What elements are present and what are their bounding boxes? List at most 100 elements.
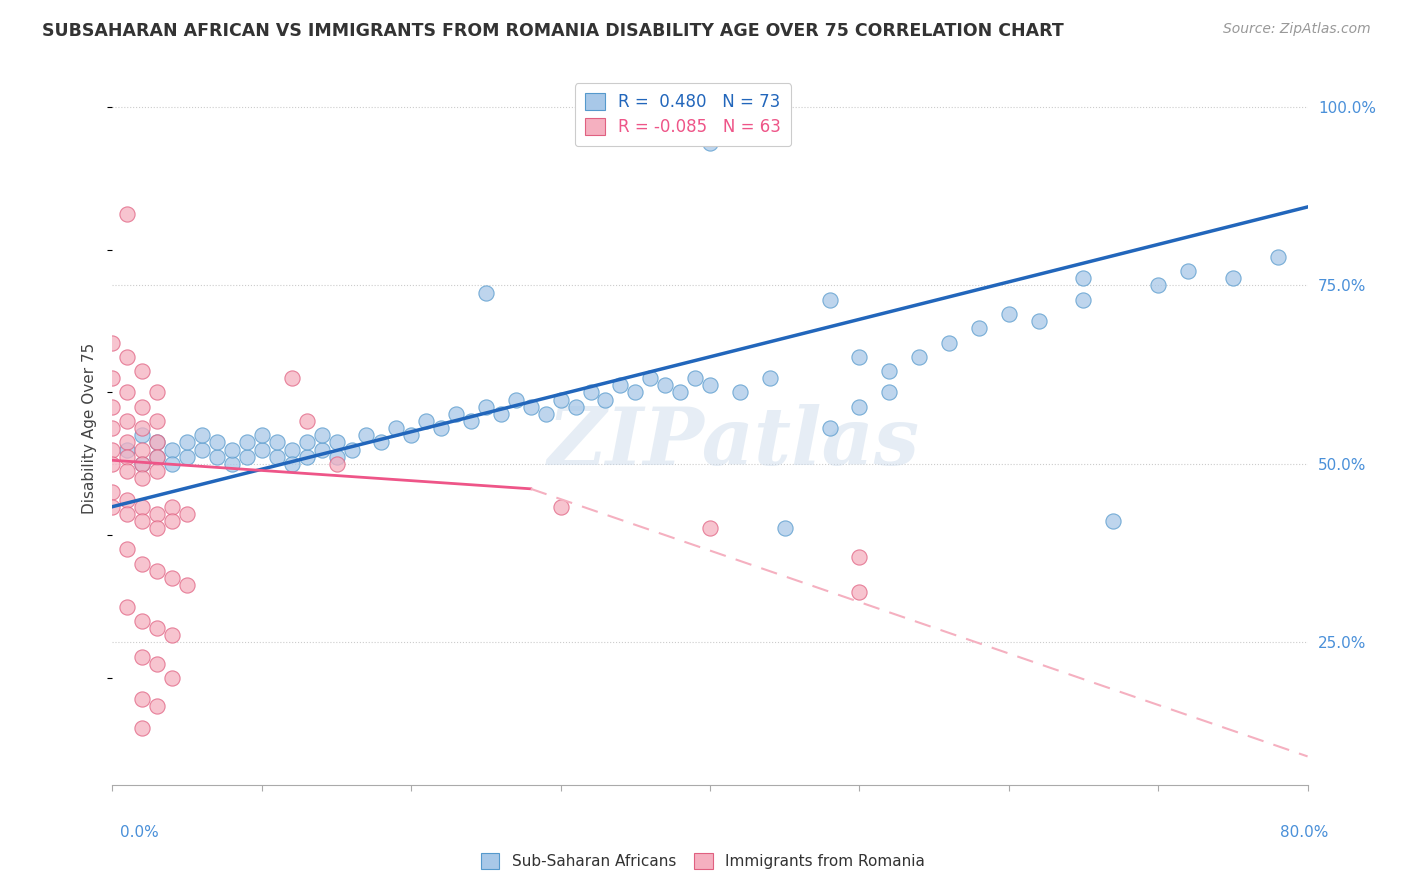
Point [101, 335, 124, 350]
Point [117, 464, 139, 478]
Point [430, 421, 453, 435]
Point [176, 450, 198, 464]
Point [624, 385, 647, 400]
Point [908, 350, 931, 364]
Point [579, 385, 602, 400]
Point [131, 649, 153, 664]
Point [221, 442, 243, 457]
Point [117, 599, 139, 614]
Point [1147, 278, 1170, 293]
Point [250, 428, 273, 442]
Point [281, 457, 304, 471]
Point [131, 364, 153, 378]
Point [415, 414, 437, 428]
Point [205, 435, 228, 450]
Point [699, 378, 721, 392]
Point [131, 442, 153, 457]
Point [489, 407, 512, 421]
Point [117, 435, 139, 450]
Point [162, 671, 183, 685]
Point [131, 421, 153, 435]
Point [773, 521, 796, 535]
Point [131, 471, 153, 485]
Point [356, 428, 378, 442]
Point [669, 385, 692, 400]
Point [475, 400, 498, 414]
Point [848, 400, 870, 414]
Point [176, 435, 198, 450]
Point [131, 428, 153, 442]
Point [131, 692, 153, 706]
Text: Source: ZipAtlas.com: Source: ZipAtlas.com [1223, 22, 1371, 37]
Point [236, 435, 259, 450]
Point [101, 371, 124, 385]
Point [550, 392, 572, 407]
Point [146, 435, 169, 450]
Point [595, 392, 617, 407]
Point [967, 321, 990, 335]
Point [848, 585, 870, 599]
Point [117, 414, 139, 428]
Text: 0.0%: 0.0% [120, 825, 159, 840]
Point [325, 435, 347, 450]
Point [146, 564, 169, 578]
Point [325, 450, 347, 464]
Point [1102, 514, 1125, 528]
Point [162, 457, 183, 471]
Point [101, 421, 124, 435]
Point [146, 450, 169, 464]
Point [460, 414, 482, 428]
Text: ZIPatlas: ZIPatlas [548, 404, 920, 481]
Point [401, 428, 423, 442]
Point [699, 136, 721, 150]
Point [191, 442, 214, 457]
Point [444, 407, 467, 421]
Point [250, 442, 273, 457]
Point [101, 457, 124, 471]
Point [205, 450, 228, 464]
Point [520, 400, 543, 414]
Point [295, 414, 318, 428]
Text: 80.0%: 80.0% [1281, 825, 1329, 840]
Point [295, 435, 318, 450]
Point [117, 450, 139, 464]
Point [146, 464, 169, 478]
Point [117, 207, 139, 221]
Point [162, 571, 183, 585]
Point [117, 542, 139, 557]
Point [534, 407, 557, 421]
Point [131, 457, 153, 471]
Point [848, 549, 870, 564]
Point [818, 421, 841, 435]
Point [101, 500, 124, 514]
Point [146, 435, 169, 450]
Point [131, 614, 153, 628]
Point [1177, 264, 1199, 278]
Point [131, 514, 153, 528]
Point [1028, 314, 1050, 328]
Point [640, 371, 662, 385]
Point [340, 442, 363, 457]
Point [131, 557, 153, 571]
Point [117, 350, 139, 364]
Point [117, 507, 139, 521]
Point [221, 457, 243, 471]
Point [1073, 271, 1095, 285]
Point [385, 421, 408, 435]
Point [1267, 250, 1289, 264]
Point [101, 442, 124, 457]
Legend: Sub-Saharan Africans, Immigrants from Romania: Sub-Saharan Africans, Immigrants from Ro… [475, 847, 931, 875]
Point [131, 500, 153, 514]
Point [728, 385, 751, 400]
Point [311, 442, 333, 457]
Point [117, 492, 139, 507]
Y-axis label: Disability Age Over 75: Disability Age Over 75 [82, 343, 97, 514]
Point [281, 442, 304, 457]
Point [131, 400, 153, 414]
Point [146, 507, 169, 521]
Point [146, 621, 169, 635]
Point [176, 507, 198, 521]
Point [505, 392, 527, 407]
Point [998, 307, 1021, 321]
Point [848, 350, 870, 364]
